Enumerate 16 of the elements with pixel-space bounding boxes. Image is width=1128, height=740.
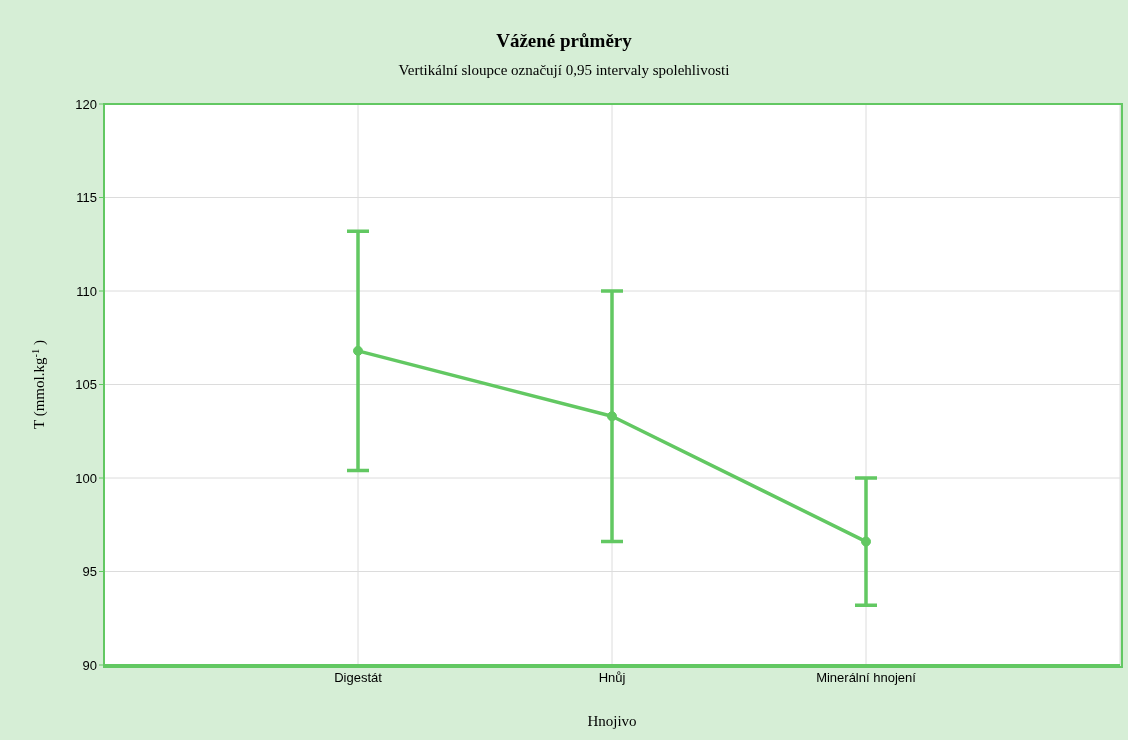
point — [607, 411, 617, 422]
y-tick-label: 115 — [76, 190, 97, 206]
y-tick-label: 90 — [82, 657, 97, 673]
chart-subtitle: Vertikální sloupce označují 0,95 intervaly spolehlivosti — [397, 62, 731, 79]
point — [353, 345, 363, 356]
point — [861, 536, 871, 547]
x-tick-label: Minerální hnojení — [816, 670, 917, 686]
y-tick-label: 95 — [82, 564, 97, 580]
y-tick-label: 110 — [76, 283, 97, 299]
y-tick-label: 105 — [75, 377, 97, 393]
x-axis-title: Hnojivo — [587, 713, 637, 729]
y-tick-label: 120 — [75, 96, 97, 112]
chart-title: Vážené průměry — [495, 30, 633, 52]
x-tick-label: Hnůj — [598, 670, 626, 686]
y-tick-label: 100 — [75, 470, 97, 486]
x-tick-label: Digestát — [334, 670, 383, 686]
